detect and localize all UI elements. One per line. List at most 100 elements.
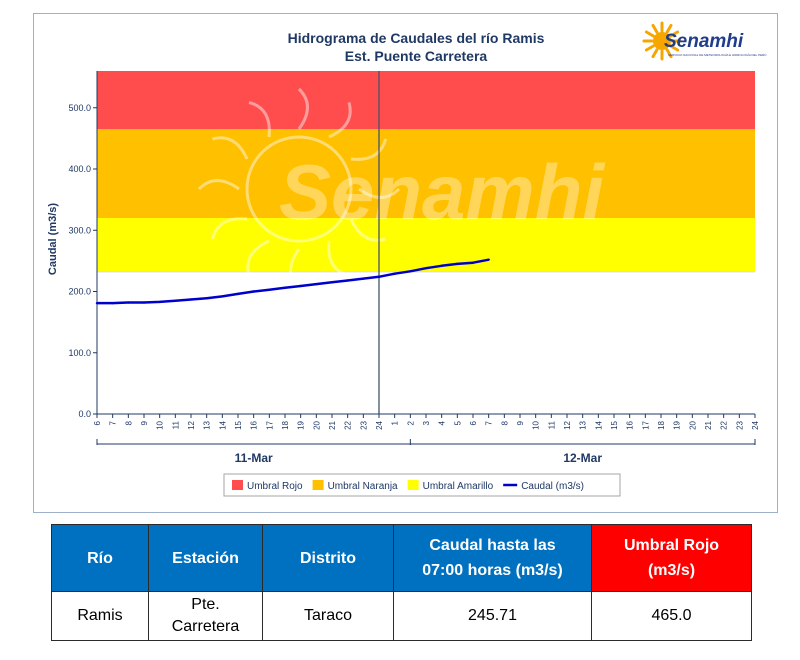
- cell-umbral: 465.0: [591, 591, 752, 641]
- data-point: [487, 258, 490, 261]
- x-tick-label: 13: [579, 420, 588, 429]
- header-distrito: Distrito: [262, 524, 394, 592]
- x-tick-label: 20: [312, 420, 321, 429]
- x-tick-label: 7: [109, 420, 118, 425]
- data-point: [299, 284, 302, 288]
- header-caudal-line1: Caudal hasta las: [429, 537, 556, 554]
- threshold-band-0: [97, 218, 755, 272]
- header-umbral-line1: Umbral Rojo: [623, 537, 720, 554]
- legend-swatch: [407, 480, 419, 490]
- logo-wordmark: Senamhi: [664, 31, 744, 52]
- x-tick-label: 23: [735, 420, 744, 429]
- cell-estacion-line1: Pte.: [191, 596, 220, 613]
- x-tick-label: 13: [203, 420, 212, 429]
- day-label: 12-Mar: [563, 451, 602, 465]
- data-point: [236, 292, 240, 296]
- y-tick-label: 200.0: [68, 287, 91, 297]
- x-tick-label: 19: [673, 420, 682, 429]
- sun-ray: [665, 48, 673, 59]
- data-point: [346, 279, 349, 282]
- table-header-row: Río Estación Distrito Caudal hasta las 0…: [51, 524, 752, 592]
- x-tick-label: 16: [250, 420, 259, 429]
- legend-box: [223, 473, 621, 497]
- x-tick-label: 4: [438, 420, 447, 425]
- watermark-ray: [349, 218, 386, 242]
- data-point: [142, 301, 146, 304]
- y-axis-label: Caudal (m3/s): [47, 203, 59, 275]
- x-tick-label: 17: [265, 420, 274, 429]
- x-tick-label: 17: [641, 420, 650, 429]
- data-point: [174, 299, 177, 302]
- x-tick-label: 18: [657, 420, 666, 429]
- chart-subtitle: Est. Puente Carretera: [345, 48, 488, 64]
- data-point: [127, 301, 130, 304]
- chart-frame: Senamhi 0.0 100.0 200.0 300.0 400.0 500.0 6 7 8…: [33, 13, 778, 513]
- x-tick-label: 20: [688, 420, 697, 429]
- y-tick-label: 500.0: [68, 103, 91, 113]
- day-label: 11-Mar: [235, 451, 273, 465]
- x-tick-label: 24: [751, 420, 760, 429]
- x-tick-label: 14: [594, 420, 603, 429]
- x-tick-label: 21: [328, 420, 337, 429]
- data-point: [393, 272, 396, 275]
- logo-subtext: SERVICIO NACIONAL DE METEOROLOGÍA E HIDR…: [668, 52, 766, 57]
- cell-distrito: Taraco: [262, 591, 394, 641]
- data-point: [205, 297, 208, 300]
- x-tick-label: 11: [547, 420, 556, 429]
- senamhi-logo: Senamhi SERVICIO NACIONAL DE METEOROLOGÍ…: [642, 21, 766, 61]
- x-tick-label: 15: [610, 420, 619, 429]
- data-point: [111, 301, 114, 305]
- sun-ray: [669, 44, 680, 52]
- data-point: [221, 295, 224, 298]
- cell-rio: Ramis: [51, 591, 149, 641]
- x-tick-label: 21: [704, 420, 713, 429]
- data-point: [95, 301, 99, 305]
- data-point: [283, 286, 287, 290]
- header-caudal-line2: 07:00 horas (m3/s): [422, 562, 563, 579]
- watermark-ray: [327, 240, 350, 278]
- threshold-band-2: [97, 71, 755, 130]
- x-tick-label: 12: [563, 420, 572, 429]
- data-point: [315, 282, 318, 286]
- station-table: Río Estación Distrito Caudal hasta las 0…: [51, 524, 752, 641]
- data-point: [362, 277, 365, 280]
- x-tick-label: 6: [93, 420, 102, 425]
- day-axis: 11-Mar 12-Mar: [96, 439, 756, 465]
- header-rio: Río: [51, 524, 149, 592]
- sun-ray: [665, 23, 673, 34]
- x-tick-label: 9: [516, 420, 525, 425]
- header-umbral-rojo: Umbral Rojo (m3/s): [591, 524, 752, 592]
- sun-core: [653, 32, 671, 50]
- data-point: [456, 262, 459, 266]
- cell-estacion: Pte. Carretera: [148, 591, 263, 641]
- x-tick-label: 15: [234, 420, 243, 429]
- x-tick-label: 12: [187, 420, 196, 429]
- watermark-ray: [350, 138, 388, 161]
- watermark-ray: [197, 179, 240, 191]
- legend-label: Umbral Rojo: [247, 481, 303, 492]
- threshold-band-1: [97, 129, 755, 218]
- sun-ray: [651, 23, 659, 34]
- legend-label: Umbral Amarillo: [423, 481, 494, 492]
- sun-ray: [669, 30, 680, 38]
- header-umbral-line2: (m3/s): [647, 562, 696, 579]
- x-tick-label: 23: [359, 420, 368, 429]
- data-point: [252, 290, 255, 293]
- cell-caudal: 245.71: [393, 591, 592, 641]
- watermark-ray: [328, 102, 352, 139]
- x-tick-label: 10: [532, 420, 541, 429]
- x-tick-label: 14: [218, 420, 227, 429]
- x-tick-label: 8: [500, 420, 509, 425]
- hydrograph-chart: Senamhi 0.0 100.0 200.0 300.0 400.0 500.0 6 7 8…: [47, 21, 766, 497]
- header-caudal: Caudal hasta las 07:00 horas (m3/s): [393, 524, 592, 592]
- x-tick-label: 11: [171, 420, 180, 429]
- y-ticks: 0.0 100.0 200.0 300.0 400.0 500.0: [68, 103, 97, 419]
- data-point: [377, 275, 381, 278]
- legend: Umbral Rojo Umbral Naranja Umbral Amarillo…: [223, 473, 621, 497]
- data-point: [330, 281, 334, 284]
- threshold-bands: [97, 71, 755, 273]
- cell-estacion-line2: Carretera: [171, 618, 240, 635]
- data-point: [268, 288, 271, 291]
- data-point: [409, 270, 412, 273]
- data-point: [440, 264, 443, 267]
